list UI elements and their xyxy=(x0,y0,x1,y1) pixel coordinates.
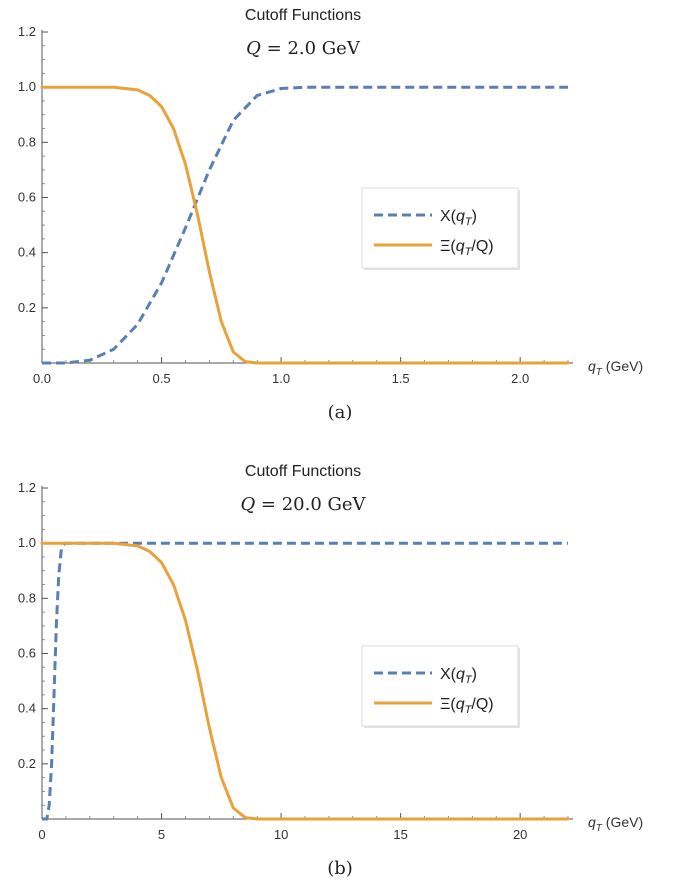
y-tick-label: 1.2 xyxy=(18,24,36,39)
legend: X(qT) Ξ(qT/Q) xyxy=(361,645,520,728)
chart-panel-2: Cutoff Functions Q = 20.0 GeV 0 5 10 15 20 0.2 0… xyxy=(18,463,643,879)
legend-label: Ξ(qT/Q) xyxy=(440,696,494,716)
y-tick-label: 1.2 xyxy=(18,480,36,495)
x-tick-label: 1.5 xyxy=(392,371,410,386)
legend-box xyxy=(361,645,519,727)
legend: X(qT) Ξ(qT/Q) xyxy=(361,187,520,270)
chart-title: Cutoff Functions xyxy=(245,7,361,24)
y-tick-label: 0.8 xyxy=(18,590,36,605)
x-tick-label: 1.0 xyxy=(272,371,290,386)
x-tick-label: 5 xyxy=(158,827,165,842)
x-tick-label: 0.0 xyxy=(33,371,51,386)
y-tick-label: 1.0 xyxy=(18,535,36,550)
y-tick-label: 0.4 xyxy=(18,701,36,716)
chart-title: Cutoff Functions xyxy=(245,463,361,480)
figure-caption: (a) xyxy=(328,402,353,423)
series-line-xi xyxy=(40,85,570,365)
x-tick-label: 0 xyxy=(38,827,45,842)
y-tick-label: 0.8 xyxy=(18,134,36,149)
x-tick-label: 2.0 xyxy=(511,371,529,386)
chart-subtitle: Q = 20.0 GeV xyxy=(240,494,366,515)
x-tick-label: 15 xyxy=(393,827,407,842)
y-tick-label: 0.6 xyxy=(18,646,36,661)
chart-panel-1: Cutoff Functions Q = 2.0 GeV 0.0 0.5 1.0 1.5 2… xyxy=(18,7,643,423)
x-axis-label: qT (GeV) xyxy=(588,358,643,378)
y-tick-label: 0.6 xyxy=(18,190,36,205)
series-line-xi xyxy=(40,541,570,821)
figure-caption: (b) xyxy=(327,858,353,879)
legend-label: Ξ(qT/Q) xyxy=(440,238,494,258)
legend-box xyxy=(361,187,519,269)
x-tick-label: 0.5 xyxy=(153,371,171,386)
legend-label: X(qT) xyxy=(440,666,477,686)
legend-label: X(qT) xyxy=(440,208,477,228)
x-axis-label: qT (GeV) xyxy=(588,814,643,834)
x-tick-label: 20 xyxy=(513,827,527,842)
y-tick-label: 0.2 xyxy=(18,756,36,771)
y-tick-label: 0.2 xyxy=(18,300,36,315)
y-tick-label: 1.0 xyxy=(18,79,36,94)
x-tick-label: 10 xyxy=(274,827,288,842)
y-tick-label: 0.4 xyxy=(18,245,36,260)
chart-subtitle: Q = 2.0 GeV xyxy=(246,38,361,59)
series-line-x xyxy=(42,85,568,365)
